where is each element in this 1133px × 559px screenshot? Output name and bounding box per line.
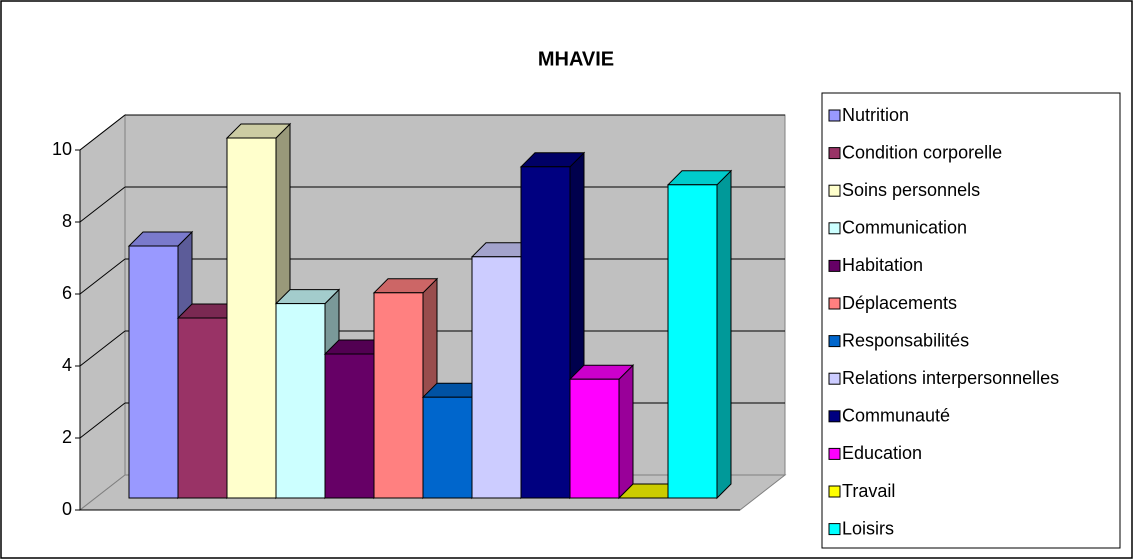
legend-label: Travail bbox=[842, 481, 895, 501]
y-tick-label: 8 bbox=[62, 211, 72, 231]
legend-swatch bbox=[828, 447, 841, 460]
legend-label: Déplacements bbox=[842, 293, 957, 313]
chart-title: MHAVIE bbox=[538, 48, 614, 70]
bar-side bbox=[716, 169, 732, 500]
y-tick-label: 6 bbox=[62, 283, 72, 303]
y-tick-label: 2 bbox=[62, 427, 72, 447]
legend-label: Soins personnels bbox=[842, 180, 980, 200]
legend-label: Loisirs bbox=[842, 518, 894, 538]
bar bbox=[569, 378, 620, 499]
bar-side bbox=[618, 363, 634, 500]
grid-line bbox=[79, 258, 126, 295]
legend-swatch bbox=[828, 147, 841, 160]
legend-label: Condition corporelle bbox=[842, 142, 1002, 162]
grid-line bbox=[79, 114, 126, 151]
legend bbox=[821, 92, 1121, 549]
legend-swatch bbox=[828, 372, 841, 385]
bar bbox=[275, 303, 326, 499]
bar bbox=[324, 353, 375, 499]
y-tick-label: 4 bbox=[62, 355, 72, 375]
legend-label: Habitation bbox=[842, 255, 923, 275]
bar bbox=[471, 256, 522, 499]
legend-swatch bbox=[828, 410, 841, 423]
legend-label: Nutrition bbox=[842, 105, 909, 125]
bar bbox=[373, 292, 424, 499]
grid-line bbox=[79, 402, 126, 439]
legend-label: Responsabilités bbox=[842, 330, 969, 350]
grid-line bbox=[79, 186, 126, 223]
legend-swatch bbox=[828, 184, 841, 197]
y-tick-label: 10 bbox=[52, 139, 72, 159]
legend-swatch bbox=[828, 297, 841, 310]
bar bbox=[226, 137, 277, 499]
y-tick-label: 0 bbox=[62, 499, 72, 519]
legend-swatch bbox=[828, 523, 841, 536]
bar bbox=[667, 184, 718, 499]
legend-label: Communication bbox=[842, 218, 967, 238]
legend-swatch bbox=[828, 485, 841, 498]
bar bbox=[422, 396, 473, 499]
legend-label: Relations interpersonnelles bbox=[842, 368, 1059, 388]
bar bbox=[520, 166, 571, 499]
legend-swatch bbox=[828, 109, 841, 122]
bar bbox=[177, 317, 228, 499]
legend-label: Communauté bbox=[842, 406, 950, 426]
bar bbox=[128, 245, 179, 499]
side-wall bbox=[79, 113, 126, 512]
legend-swatch bbox=[828, 222, 841, 235]
legend-label: Education bbox=[842, 443, 922, 463]
grid-line bbox=[79, 330, 126, 367]
legend-swatch bbox=[828, 335, 841, 348]
legend-swatch bbox=[828, 259, 841, 272]
